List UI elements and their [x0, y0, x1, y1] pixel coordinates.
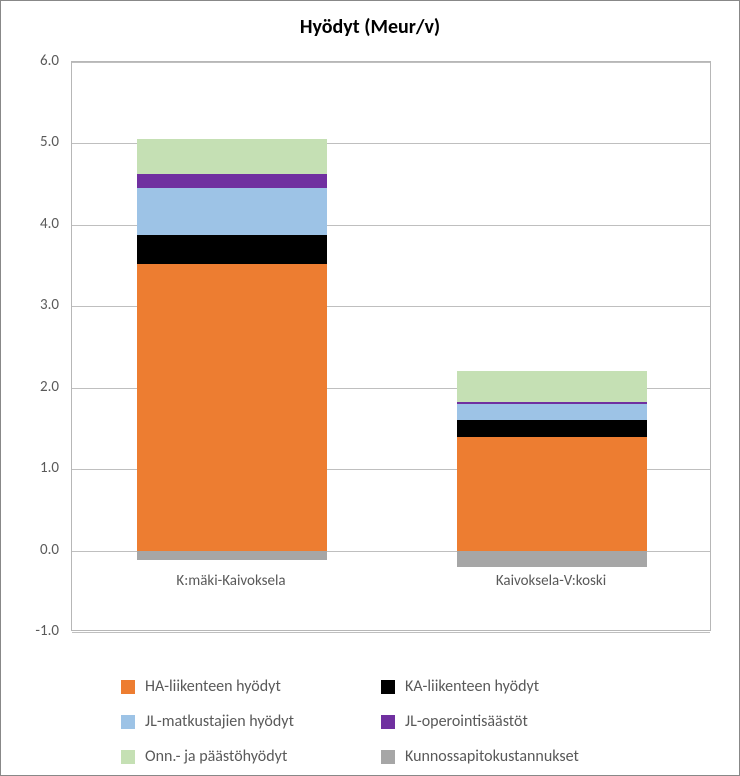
bar-segment-onn [457, 371, 647, 402]
bar-segment-kunn [457, 551, 647, 567]
legend-label: KA-liikenteen hyödyt [405, 677, 539, 696]
legend-label: JL-operointisäästöt [405, 712, 528, 731]
y-axis-label: 2.0 [9, 378, 59, 396]
bar-group [457, 62, 647, 630]
legend-item-kunn: Kunnossapitokustannukset [381, 747, 641, 766]
legend-swatch [121, 750, 135, 764]
plot-area [71, 61, 711, 631]
gridline [72, 632, 710, 633]
legend-swatch [381, 680, 395, 694]
chart-title: Hyödyt (Meur/v) [1, 15, 739, 39]
y-axis-label: 3.0 [9, 296, 59, 314]
legend-label: Onn.- ja päästöhyödyt [145, 747, 287, 766]
legend-item-ka: KA-liikenteen hyödyt [381, 677, 641, 696]
legend-item-ha: HA-liikenteen hyödyt [121, 677, 381, 696]
legend-label: JL-matkustajien hyödyt [145, 712, 294, 731]
bar-segment-onn [137, 139, 327, 173]
legend-swatch [121, 715, 135, 729]
bar-segment-jlm [137, 188, 327, 235]
legend-swatch [381, 750, 395, 764]
bar-segment-ka [137, 235, 327, 264]
y-axis-label: 1.0 [9, 459, 59, 477]
y-axis-label: -1.0 [9, 622, 59, 640]
bar-segment-ka [457, 420, 647, 436]
bar-segment-jlo [457, 402, 647, 404]
bar-segment-ha [457, 437, 647, 551]
y-axis-label: 0.0 [9, 541, 59, 559]
legend-swatch [121, 680, 135, 694]
bar-segment-jlo [137, 174, 327, 189]
legend: HA-liikenteen hyödyt KA-liikenteen hyödyt… [121, 669, 641, 774]
legend-item-onn: Onn.- ja päästöhyödyt [121, 747, 381, 766]
x-axis-label: K:mäki-Kaivoksela [136, 572, 326, 590]
legend-label: Kunnossapitokustannukset [405, 747, 579, 766]
legend-label: HA-liikenteen hyödyt [145, 677, 281, 696]
bar-segment-ha [137, 264, 327, 551]
chart-frame: Hyödyt (Meur/v) HA-liikenteen hyödyt KA-l… [0, 0, 740, 776]
bar-group [137, 62, 327, 630]
y-axis-label: 4.0 [9, 215, 59, 233]
y-axis-label: 5.0 [9, 133, 59, 151]
y-axis-label: 6.0 [9, 52, 59, 70]
x-axis-label: Kaivoksela-V:koski [456, 572, 646, 590]
bar-segment-jlm [457, 404, 647, 420]
bar-segment-kunn [137, 551, 327, 561]
legend-item-jlm: JL-matkustajien hyödyt [121, 712, 381, 731]
legend-item-jlo: JL-operointisäästöt [381, 712, 641, 731]
legend-swatch [381, 715, 395, 729]
